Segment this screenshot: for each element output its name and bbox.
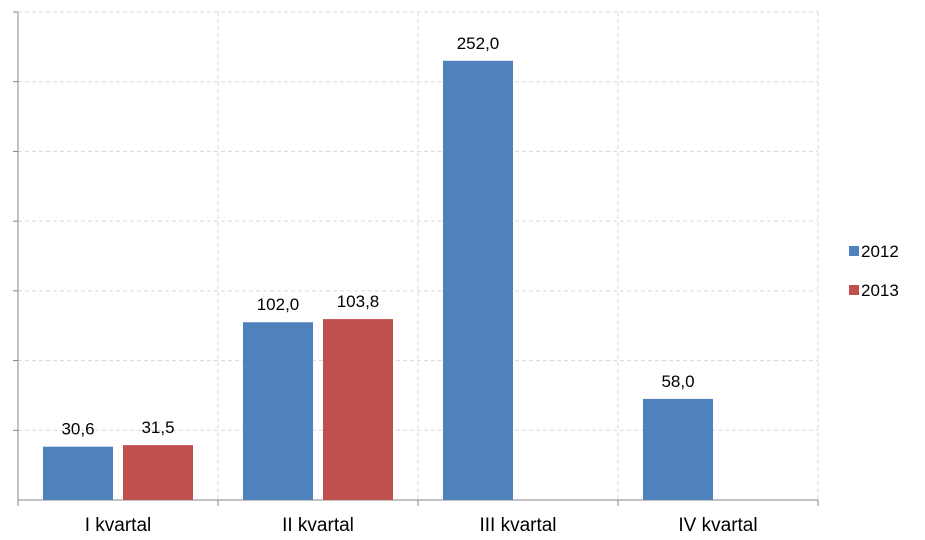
legend-label-2012: 2012	[861, 242, 899, 261]
legend-swatch-2013	[849, 285, 859, 295]
bar-2012-2	[243, 322, 313, 500]
data-label: 102,0	[257, 295, 300, 314]
bars	[43, 60, 713, 501]
x-tick-labels: I kvartal II kvartal III kvartal IV kvartal	[85, 515, 758, 536]
legend: 2012 2013	[849, 242, 899, 300]
grid	[18, 11, 819, 500]
data-label: 30,6	[61, 420, 94, 439]
x-tick-label: III kvartal	[479, 515, 556, 536]
data-label: 252,0	[457, 34, 500, 53]
bar-2013-2	[323, 319, 393, 500]
x-tick-label: I kvartal	[85, 515, 152, 536]
x-tick-label: IV kvartal	[678, 515, 757, 536]
bar-2013-1	[123, 445, 193, 500]
bar-2012-4	[643, 398, 713, 500]
legend-swatch-2012	[849, 246, 859, 256]
data-label: 58,0	[661, 372, 694, 391]
data-label: 31,5	[141, 418, 174, 437]
bar-2012-1	[43, 446, 113, 500]
data-labels: 30,6 31,5 102,0 103,8 252,0 58,0	[61, 34, 694, 439]
bar-2012-3	[443, 60, 513, 501]
data-label: 103,8	[337, 292, 380, 311]
legend-label-2013: 2013	[861, 281, 899, 300]
x-tick-label: II kvartal	[282, 515, 354, 536]
